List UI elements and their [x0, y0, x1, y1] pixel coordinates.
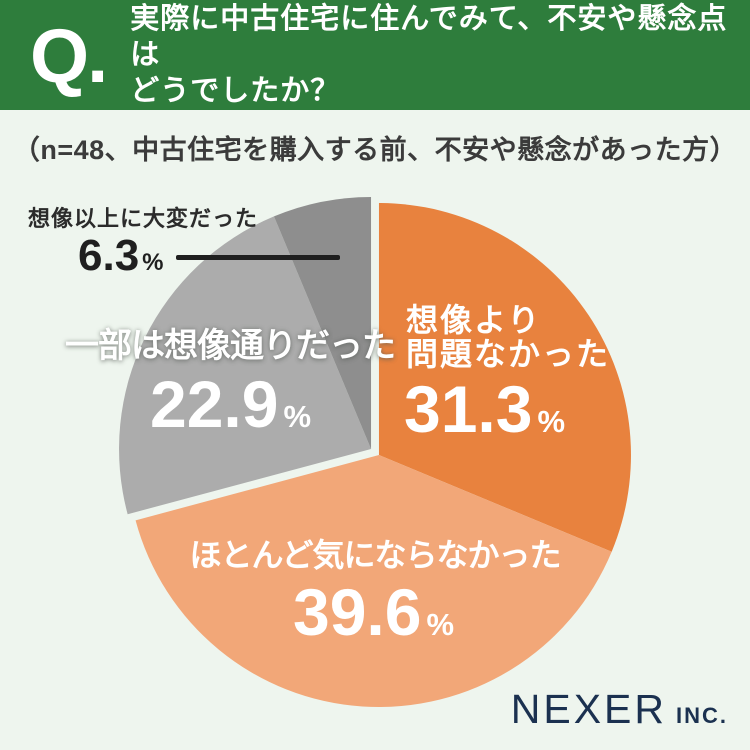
brand-name: NEXER	[510, 686, 667, 732]
question-title-line2: どうでしたか？	[130, 75, 341, 107]
question-title-line1: 実際に中古住宅に住んでみて、不安や懸念点は	[130, 3, 728, 71]
sample-note: （n=48、中古住宅を購入する前、不安や懸念があった方）	[12, 135, 738, 165]
segment-label-no-problem-line2: 問題なかった	[406, 336, 611, 372]
segment-value-partly-as-imagined: 22.9%	[150, 371, 311, 437]
segment-label-no-problem-line1: 想像より	[406, 302, 542, 338]
pie-slice-1	[135, 455, 612, 708]
segment-value-hardly-bothered: 39.6%	[293, 579, 454, 645]
segment-value-number: 22.9	[150, 367, 279, 441]
question-header: Q. 実際に中古住宅に住んでみて、不安や懸念点は どうでしたか？	[0, 0, 750, 110]
percent-sign: %	[283, 399, 312, 434]
segment-label-hardly-bothered: ほとんど気にならなかった	[189, 537, 561, 573]
segment-value-number: 31.3	[404, 372, 533, 446]
segment-value-number: 39.6	[293, 575, 422, 649]
percent-sign: %	[537, 404, 566, 439]
pie-slice-2	[119, 216, 372, 515]
segment-value-no-problem: 31.3%	[404, 376, 565, 442]
brand-logo: NEXER INC.	[511, 686, 728, 733]
segment-value-much-harder: 6.3%	[78, 234, 164, 278]
segment-value-number: 6.3	[78, 231, 140, 280]
segment-label-much-harder: 想像以上に大変だった	[28, 206, 259, 231]
q-mark: Q.	[30, 14, 108, 99]
callout-line	[176, 255, 340, 260]
brand-suffix: INC.	[676, 703, 728, 728]
segment-label-partly-as-imagined: 一部は想像通りだった	[65, 327, 396, 365]
percent-sign: %	[142, 249, 164, 276]
pie-slice-0	[378, 203, 631, 552]
question-title: 実際に中古住宅に住んでみて、不安や懸念点は どうでしたか？	[130, 1, 750, 109]
percent-sign: %	[426, 607, 455, 642]
